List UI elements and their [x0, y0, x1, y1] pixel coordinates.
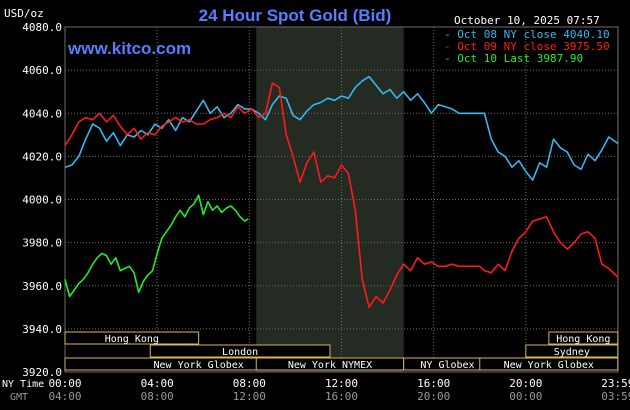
session-label: NY Globex: [420, 360, 474, 371]
market-sessions: Hong Kong London New York Globex New York N…: [64, 331, 619, 371]
y-tick-label: 4060.0: [22, 64, 62, 77]
x-tick-label-gmt: 08:00: [141, 390, 174, 403]
x-tick-label-ny: 23:59: [601, 377, 630, 390]
session-box: [64, 331, 200, 345]
session-label: New York Globex: [504, 360, 594, 371]
timestamp: October 10, 2025 07:57: [454, 14, 600, 27]
session-box: [479, 357, 619, 371]
x-tick-label-ny: 20:00: [509, 377, 542, 390]
y-tick-label: 4040.0: [22, 107, 62, 120]
x-tick-label-gmt: 04:00: [48, 390, 81, 403]
session-box: [548, 331, 619, 345]
x-axis-labels: 00:0004:0008:0012:0016:0020:0023:5904:00…: [48, 377, 630, 403]
series-line: [64, 194, 249, 298]
price-lines: [64, 75, 619, 309]
plot-frame: [64, 26, 619, 373]
grid-lines: [64, 26, 619, 373]
session-label: London: [222, 347, 258, 358]
brand-logo: www.kitco.com: [67, 39, 191, 58]
legend-entry: - Oct 08 NY close 4040.10: [444, 28, 610, 41]
y-tick-label: 3960.0: [22, 280, 62, 293]
session-label: New York Globex: [153, 360, 243, 371]
chart-title: 24 Hour Spot Gold (Bid): [199, 6, 392, 25]
x-tick-label-gmt: 00:00: [509, 390, 542, 403]
series-line: [64, 75, 619, 181]
x-tick-label-ny: 00:00: [48, 377, 81, 390]
gmt-label: GMT: [10, 392, 28, 403]
x-tick-label-ny: 16:00: [417, 377, 450, 390]
y-tick-label: 3940.0: [22, 323, 62, 336]
session-label: Hong Kong: [105, 334, 159, 345]
session-box: [149, 344, 331, 358]
y-axis-labels: 3920.0 3940.0 3960.0 3980.0 4000.0 4020.0 4040…: [22, 21, 62, 379]
ny-time-label: NY Time: [2, 379, 44, 390]
y-tick-label: 3980.0: [22, 237, 62, 250]
x-tick-label-gmt: 12:00: [233, 390, 266, 403]
legend-entry: - Oct 10 Last 3987.90: [444, 52, 583, 65]
x-tick-label-gmt: 16:00: [325, 390, 358, 403]
x-tick-label-gmt: 03:59: [601, 390, 630, 403]
legend: - Oct 08 NY close 4040.10- Oct 09 NY clo…: [444, 28, 610, 65]
y-tick-label: 3920.0: [22, 366, 62, 379]
unit-label: USD/oz: [4, 7, 44, 20]
x-tick-label-ny: 12:00: [325, 377, 358, 390]
session-label: New York NYMEX: [288, 360, 372, 371]
session-label: Hong Kong: [556, 334, 610, 345]
series-line: [64, 82, 619, 309]
session-box: [525, 344, 619, 358]
x-tick-label-ny: 04:00: [141, 377, 174, 390]
legend-entry: - Oct 09 NY close 3975.50: [444, 40, 610, 53]
y-tick-label: 4000.0: [22, 194, 62, 207]
x-tick-label-gmt: 20:00: [417, 390, 450, 403]
y-tick-label: 4080.0: [22, 21, 62, 34]
x-tick-label-ny: 08:00: [233, 377, 266, 390]
y-tick-label: 4020.0: [22, 150, 62, 163]
session-label: Sydney: [554, 347, 590, 358]
